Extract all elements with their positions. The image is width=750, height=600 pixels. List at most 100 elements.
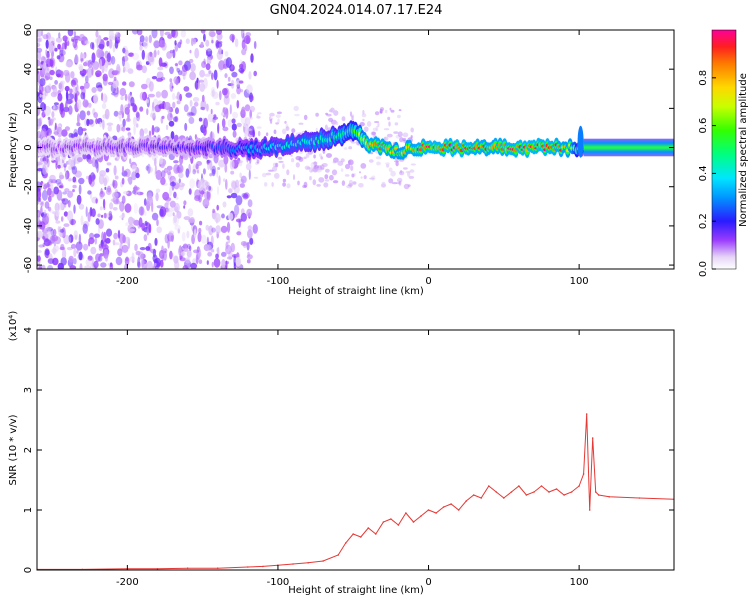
spectrogram-noise-cell — [85, 258, 92, 266]
spectrogram-noise-cell — [348, 160, 351, 165]
snr-data-point — [322, 560, 324, 562]
spectrogram-noise-cell — [101, 65, 105, 74]
spectrogram-noise-cell — [398, 180, 402, 186]
spectrogram-noise-cell — [350, 165, 354, 171]
spectrogram-panel: -200 -100 0 100 60 40 20 0 -20 -40 -60 Height of s… — [8, 24, 675, 297]
spectrogram-noise-cell — [84, 265, 91, 269]
spectrogram-noise-cell — [160, 170, 166, 179]
spectrogram-noise-cell — [179, 154, 184, 165]
spectrogram-noise-cell — [282, 128, 287, 135]
spectrogram-noise-cell — [56, 126, 63, 138]
spectrogram-noise-cell — [183, 86, 190, 92]
spectrogram-noise-cell — [127, 177, 131, 183]
spectrogram-noise-cell — [204, 48, 212, 52]
spectrogram-noise-cell — [132, 116, 137, 126]
spectrogram-noise-cell — [110, 33, 116, 38]
spectrogram-noise-cell — [107, 125, 113, 132]
spectrogram-noise-cell — [248, 116, 254, 120]
spectrogram-noise-cell — [130, 96, 135, 107]
spectrogram-noise-cell — [74, 95, 77, 101]
spectrogram-noise-cell — [325, 168, 330, 173]
spectrogram-noise-cell — [151, 107, 156, 118]
spectrogram-noise-cell — [368, 159, 374, 163]
spectrogram-noise-cell — [73, 230, 79, 241]
spectrogram-noise-cell — [122, 69, 125, 73]
spectrogram-noise-cell — [93, 260, 99, 269]
spectrogram-noise-cell — [151, 212, 159, 221]
spectrogram-noise-cell — [65, 71, 69, 78]
spectrogram-noise-cell — [293, 174, 295, 181]
spectrogram-noise-cell — [52, 104, 56, 110]
spectrogram-noise-cell — [177, 164, 184, 174]
spectrogram-noise-cell — [198, 79, 205, 83]
spectrogram-noise-cell — [158, 57, 163, 67]
spectrogram-noise-cell — [174, 206, 179, 213]
spectrogram-noise-cell — [73, 31, 77, 37]
spectrogram-noise-cell — [66, 246, 73, 251]
spectrogram-noise-cell — [118, 110, 123, 116]
y-tick-label: 40 — [23, 63, 34, 76]
spectrogram-noise-cell — [143, 198, 147, 206]
spectrogram-noise-cell — [103, 212, 107, 219]
spectrogram-noise-cell — [210, 249, 215, 253]
spectrogram-noise-cell — [374, 121, 380, 123]
spectrogram-noise-cell — [39, 94, 42, 98]
spectrogram-noise-cell — [215, 253, 219, 259]
spectrogram-noise-cell — [117, 248, 123, 257]
spectrogram-noise-cell — [62, 35, 68, 42]
spectrogram-noise-cell — [121, 126, 126, 132]
snr-data-point — [585, 413, 588, 415]
spectrogram-noise-cell — [189, 216, 195, 226]
spectrogram-noise-cell — [96, 162, 99, 173]
spectrogram-ridge-layer — [37, 120, 674, 161]
spectrogram-noise-cell — [129, 158, 132, 165]
spectrogram-noise-cell — [227, 76, 231, 82]
spectrogram-noise-cell — [78, 65, 84, 72]
spectrogram-noise-cell — [122, 47, 126, 54]
spectrogram-noise-cell — [309, 176, 312, 181]
snr-data-point — [390, 518, 392, 520]
spectrogram-noise-cell — [99, 253, 104, 257]
spectrogram-noise-cell — [55, 154, 61, 165]
spectrogram-noise-cell — [160, 177, 166, 186]
spectrogram-noise-cell — [63, 223, 70, 228]
spectrogram-noise-cell — [42, 228, 49, 234]
y-tick-label: 1 — [23, 507, 34, 513]
spectrogram-noise-cell — [331, 169, 338, 176]
spectrogram-noise-cell — [59, 185, 63, 189]
spectrogram-noise-cell — [190, 262, 198, 269]
snr-data-point — [472, 494, 475, 496]
spectrogram-noise-cell — [166, 200, 170, 205]
spectrogram-noise-cell — [37, 59, 41, 67]
spectrogram-noise-cell — [241, 106, 246, 115]
spectrogram-noise-cell — [362, 118, 365, 122]
spectrogram-noise-cell — [140, 206, 144, 216]
spectrogram-noise-cell — [37, 30, 42, 38]
spectrogram-noise-cell — [221, 259, 226, 268]
spectrogram-noise-cell — [71, 165, 78, 175]
spectrogram-noise-cell — [47, 116, 50, 120]
spectrogram-noise-cell — [38, 37, 43, 42]
spectrogram-noise-cell — [37, 124, 41, 130]
spectrogram-noise-cell — [180, 30, 187, 38]
spectrogram-noise-cell — [61, 129, 68, 137]
spectrogram-noise-cell — [133, 185, 138, 196]
spectrogram-noise-cell — [184, 60, 191, 71]
spectrogram-noise-cell — [263, 182, 268, 187]
spectrogram-noise-cell — [59, 232, 63, 238]
spectrogram-noise-cell — [97, 213, 101, 218]
colorbar-ticks: 0.0 0.2 0.4 0.6 0.8 — [698, 70, 716, 277]
spectrogram-noise-cell — [55, 37, 63, 43]
spectrogram-noise-cell — [108, 210, 113, 217]
spectrogram-noise-cell — [135, 111, 140, 118]
spectrogram-noise-cell — [252, 224, 258, 234]
spectrogram-noise-cell — [78, 251, 83, 261]
spectrogram-noise-cell — [170, 131, 175, 140]
spectrogram-noise-cell — [172, 101, 176, 109]
spectrogram-noise-cell — [47, 241, 52, 246]
spectrogram-noise-cell — [119, 215, 124, 219]
spectrogram-noise-cell — [326, 113, 332, 117]
spectrogram-noise-cell — [390, 170, 396, 177]
spectrogram-noise-cell — [179, 39, 183, 45]
spectrogram-noise-cell — [156, 226, 162, 234]
